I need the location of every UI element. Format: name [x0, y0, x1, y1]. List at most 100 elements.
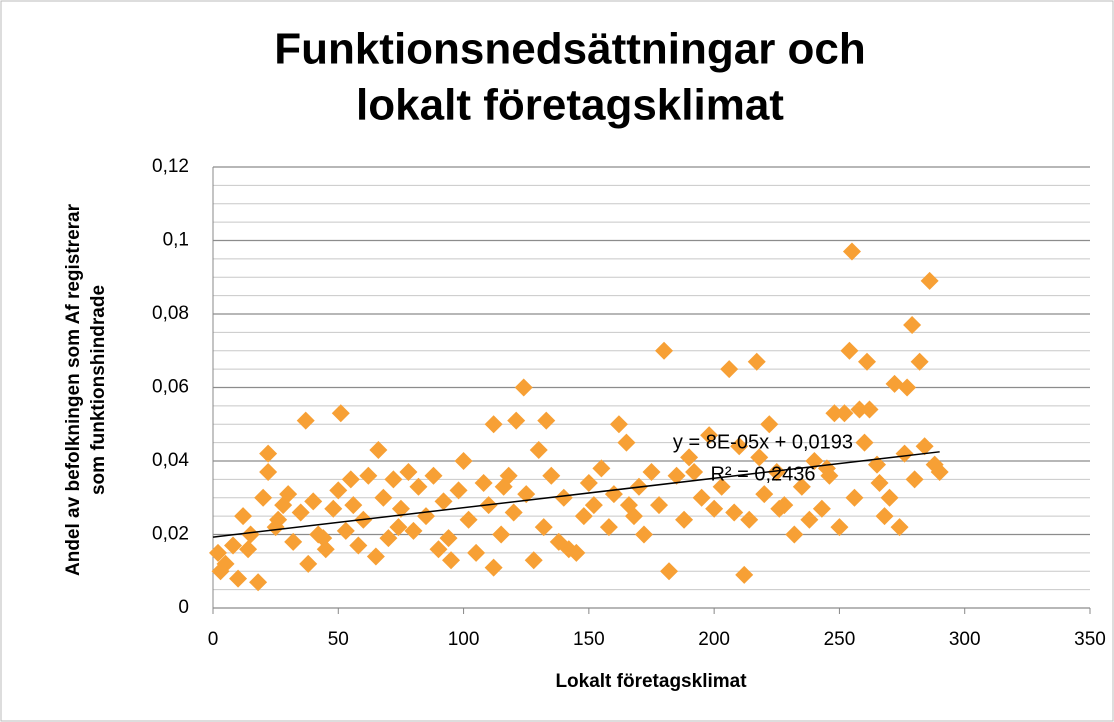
point [830, 518, 849, 537]
point [524, 551, 543, 570]
x-tick-label: 200 [698, 629, 730, 650]
point [474, 474, 493, 493]
point [434, 492, 453, 511]
y-tick-label: 0,02 [152, 524, 189, 545]
point [241, 525, 260, 544]
point [930, 463, 949, 482]
point [895, 444, 914, 463]
point [767, 463, 786, 482]
point [845, 488, 864, 507]
point [336, 521, 355, 540]
point [216, 554, 235, 573]
point [720, 360, 739, 379]
x-tick-label: 350 [1074, 629, 1106, 650]
point [234, 507, 253, 526]
r-squared: R² = 0,2436 [710, 463, 815, 485]
point [812, 499, 831, 518]
point [442, 551, 461, 570]
point [842, 242, 861, 261]
point [857, 352, 876, 371]
point [860, 400, 879, 419]
point [254, 488, 273, 507]
point [855, 433, 874, 452]
point [584, 496, 603, 515]
point [514, 378, 533, 397]
point [259, 444, 278, 463]
point [504, 503, 523, 522]
point [537, 411, 556, 430]
point [592, 459, 611, 478]
point [454, 452, 473, 470]
point [209, 543, 228, 562]
point [675, 510, 694, 529]
point [609, 415, 628, 434]
y-tick-label: 0,06 [152, 377, 189, 398]
point [379, 529, 398, 548]
x-tick-label: 50 [328, 629, 349, 650]
trendline [212, 451, 940, 538]
point [634, 525, 653, 544]
point [905, 470, 924, 489]
point [730, 437, 749, 456]
point [559, 540, 578, 559]
point [685, 463, 704, 482]
point [755, 485, 774, 504]
point [785, 525, 804, 544]
point [667, 466, 686, 485]
point [760, 415, 779, 434]
y-tick-label: 0 [178, 597, 189, 618]
x-tick-label: 300 [949, 629, 981, 650]
point [299, 554, 318, 573]
x-tick-label: 0 [208, 629, 219, 650]
point [399, 463, 418, 482]
point [740, 510, 759, 529]
point [735, 565, 754, 584]
point [239, 540, 258, 559]
point [529, 440, 548, 459]
chart-title: lokalt företagsklimat [356, 81, 784, 130]
x-tick-label: 100 [448, 629, 480, 650]
point [750, 448, 769, 467]
point [890, 518, 909, 537]
point [341, 470, 360, 489]
point [770, 499, 789, 518]
point [369, 440, 388, 459]
point [850, 400, 869, 419]
point [642, 463, 661, 482]
point [492, 525, 511, 544]
point [391, 499, 410, 518]
x-tick-label: 250 [824, 629, 856, 650]
point [840, 341, 859, 360]
point [747, 352, 766, 371]
point [494, 477, 513, 496]
point [249, 573, 268, 592]
point [619, 496, 638, 515]
point [284, 532, 303, 551]
point [680, 448, 699, 467]
point [409, 477, 428, 496]
point [880, 488, 899, 507]
x-axis-label: Lokalt företagsklimat [555, 671, 747, 692]
point [329, 481, 348, 500]
point [439, 529, 458, 548]
point [279, 485, 298, 504]
point [517, 485, 536, 504]
point [692, 488, 711, 507]
chart-title: Funktionsnedsättningar och [274, 25, 866, 74]
point [229, 569, 248, 588]
point [700, 426, 719, 445]
y-axis-label: Andel av befolkningen som Af registrerar [63, 203, 84, 576]
point [792, 477, 811, 496]
point [820, 466, 839, 485]
trend-equation: y = 8E-05x + 0,0193 [673, 431, 853, 453]
point [507, 411, 526, 430]
y-tick-label: 0,04 [152, 450, 189, 471]
point [660, 562, 679, 581]
point [712, 477, 731, 496]
point [725, 503, 744, 522]
point [915, 437, 934, 456]
point [910, 352, 929, 371]
point [429, 540, 448, 559]
point [800, 510, 819, 529]
